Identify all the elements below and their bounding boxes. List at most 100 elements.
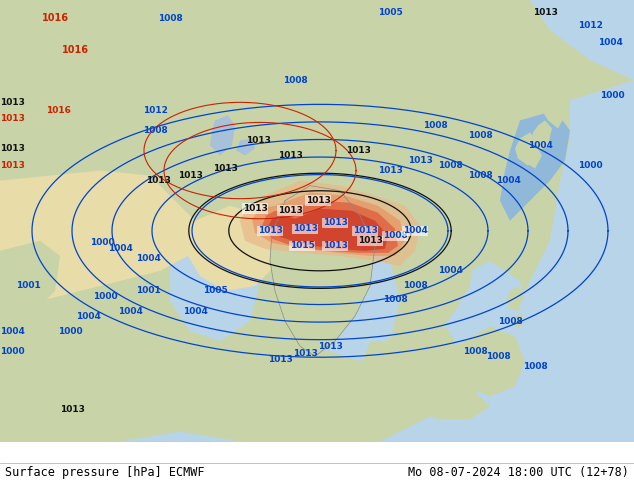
Text: 1008: 1008 <box>498 317 522 325</box>
Text: 1013: 1013 <box>318 342 342 351</box>
Polygon shape <box>0 341 50 412</box>
Text: 1015: 1015 <box>290 242 314 250</box>
Polygon shape <box>262 201 398 253</box>
Text: 1004: 1004 <box>527 141 552 150</box>
Text: 1001: 1001 <box>136 287 160 295</box>
Text: 1008: 1008 <box>468 171 493 180</box>
Text: 1000: 1000 <box>600 91 624 100</box>
Text: 1008: 1008 <box>522 362 547 371</box>
Text: 1004: 1004 <box>496 176 521 185</box>
Text: 1012: 1012 <box>578 21 602 29</box>
Polygon shape <box>542 96 565 128</box>
Text: 1008: 1008 <box>463 347 488 356</box>
Polygon shape <box>188 206 280 291</box>
Polygon shape <box>268 209 388 251</box>
Polygon shape <box>338 356 352 373</box>
Text: 1013: 1013 <box>353 226 377 235</box>
Text: 1013: 1013 <box>257 226 282 235</box>
Text: 1000: 1000 <box>89 238 114 247</box>
Text: 1013: 1013 <box>306 196 330 205</box>
Polygon shape <box>415 386 490 419</box>
Polygon shape <box>506 286 524 311</box>
Text: 1004: 1004 <box>75 312 100 320</box>
Text: 1008: 1008 <box>486 352 510 361</box>
Text: 1004: 1004 <box>136 254 160 264</box>
Polygon shape <box>192 221 218 266</box>
Text: 1013: 1013 <box>60 405 84 414</box>
Polygon shape <box>170 221 260 341</box>
Polygon shape <box>496 244 508 261</box>
Text: 1001: 1001 <box>16 281 41 291</box>
Text: 1013: 1013 <box>358 236 382 245</box>
Text: 1013: 1013 <box>243 204 268 213</box>
Text: 1013: 1013 <box>0 144 25 153</box>
Text: 1013: 1013 <box>178 171 202 180</box>
Text: 1013: 1013 <box>323 218 347 227</box>
Text: 1004: 1004 <box>0 327 25 336</box>
Text: 1004: 1004 <box>403 226 427 235</box>
Polygon shape <box>0 171 195 301</box>
Polygon shape <box>500 110 570 221</box>
Text: 1008: 1008 <box>158 14 183 23</box>
Text: 1008: 1008 <box>437 161 462 170</box>
Text: 1013: 1013 <box>212 164 238 173</box>
Polygon shape <box>450 326 525 396</box>
Text: 1008: 1008 <box>403 281 427 291</box>
Text: 1000: 1000 <box>578 161 602 170</box>
Text: 1013: 1013 <box>268 355 292 364</box>
Polygon shape <box>270 186 375 356</box>
Text: 1013: 1013 <box>0 161 25 170</box>
Text: 1013: 1013 <box>378 166 403 175</box>
Text: 1013: 1013 <box>408 156 432 165</box>
Text: 1012: 1012 <box>143 106 167 115</box>
Text: 1005: 1005 <box>203 287 228 295</box>
Text: 1000: 1000 <box>58 327 82 336</box>
Text: 1013: 1013 <box>278 151 302 160</box>
Polygon shape <box>218 209 248 233</box>
Text: 1000: 1000 <box>0 347 24 356</box>
Polygon shape <box>240 181 420 266</box>
Text: Mo 08-07-2024 18:00 UTC (12+78): Mo 08-07-2024 18:00 UTC (12+78) <box>408 466 629 479</box>
Text: 1004: 1004 <box>108 245 133 253</box>
Polygon shape <box>512 313 524 329</box>
Polygon shape <box>0 381 634 441</box>
Text: 1000: 1000 <box>93 292 117 300</box>
Text: 1013: 1013 <box>278 206 302 215</box>
Text: 1013: 1013 <box>323 242 347 250</box>
Text: 1008: 1008 <box>383 231 408 240</box>
Polygon shape <box>0 0 634 441</box>
Text: 1013: 1013 <box>245 136 271 145</box>
Text: 1004: 1004 <box>117 307 143 316</box>
Text: 1013: 1013 <box>146 176 171 185</box>
Text: 1013: 1013 <box>0 114 25 123</box>
Polygon shape <box>470 80 634 441</box>
Text: 1008: 1008 <box>283 76 307 85</box>
Polygon shape <box>365 321 450 386</box>
Polygon shape <box>420 326 455 381</box>
Text: 1013: 1013 <box>292 224 318 233</box>
Text: 1004: 1004 <box>437 267 462 275</box>
Polygon shape <box>515 132 538 166</box>
Polygon shape <box>532 121 552 150</box>
Text: 1013: 1013 <box>0 98 25 107</box>
Polygon shape <box>405 226 475 341</box>
Polygon shape <box>524 146 542 169</box>
Text: 1004: 1004 <box>598 38 623 47</box>
Polygon shape <box>210 116 235 155</box>
Text: 1008: 1008 <box>383 294 408 303</box>
Text: 1013: 1013 <box>346 146 370 155</box>
Text: 1008: 1008 <box>143 126 167 135</box>
Text: 1016: 1016 <box>46 106 70 115</box>
Polygon shape <box>310 241 400 361</box>
Text: 1008: 1008 <box>423 121 448 130</box>
Text: 1016: 1016 <box>41 13 68 23</box>
Polygon shape <box>0 241 60 321</box>
Polygon shape <box>236 139 255 155</box>
Text: 1004: 1004 <box>183 307 207 316</box>
Text: 1016: 1016 <box>61 45 89 55</box>
Text: 1013: 1013 <box>292 349 318 358</box>
Text: 1005: 1005 <box>378 7 403 17</box>
Text: 1013: 1013 <box>533 7 557 17</box>
Polygon shape <box>530 0 634 80</box>
Text: 1008: 1008 <box>468 131 493 140</box>
